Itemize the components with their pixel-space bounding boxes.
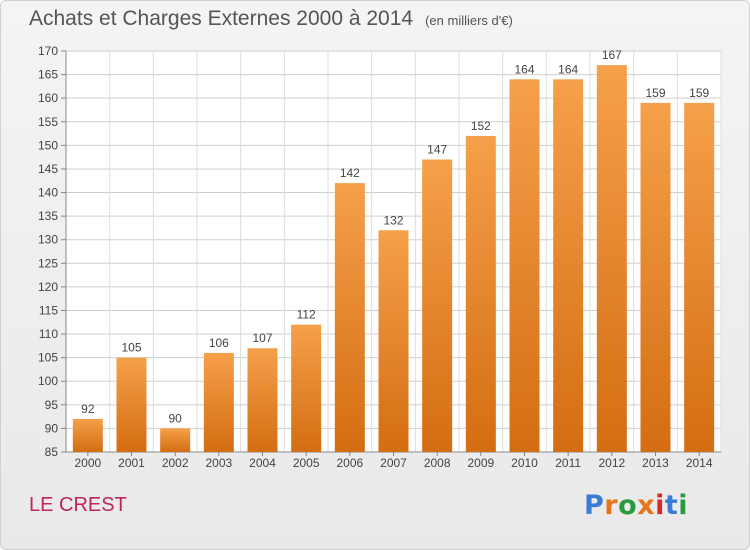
y-tick-label: 110 bbox=[39, 327, 58, 341]
x-tick-label: 2000 bbox=[74, 456, 101, 470]
unit-label: (en milliers d'€) bbox=[425, 13, 513, 28]
chart-title: Achats et Charges Externes 2000 à 2014 (e… bbox=[29, 7, 513, 31]
bar bbox=[247, 348, 278, 452]
y-tick-label: 85 bbox=[45, 445, 59, 459]
y-tick-label: 95 bbox=[45, 398, 59, 412]
bar bbox=[640, 102, 671, 453]
data-label: 92 bbox=[81, 402, 95, 416]
bars bbox=[72, 65, 715, 453]
x-tick-label: 2009 bbox=[467, 456, 494, 470]
x-tick-label: 2011 bbox=[555, 456, 581, 470]
y-tick-label: 120 bbox=[38, 280, 58, 294]
bar bbox=[72, 418, 103, 452]
bar bbox=[465, 135, 496, 452]
x-tick-label: 2012 bbox=[598, 456, 625, 470]
bar bbox=[334, 183, 365, 452]
y-tick-label: 125 bbox=[38, 256, 58, 270]
y-tick-label: 130 bbox=[38, 233, 58, 247]
y-tick-label: 135 bbox=[38, 209, 58, 223]
bar bbox=[291, 324, 322, 452]
logo-letter: t bbox=[664, 490, 679, 521]
data-label: 167 bbox=[602, 48, 622, 62]
y-tick-label: 140 bbox=[38, 186, 58, 200]
data-label: 112 bbox=[297, 308, 316, 322]
data-label: 164 bbox=[514, 62, 534, 76]
x-tick-label: 2003 bbox=[205, 456, 232, 470]
data-label: 107 bbox=[252, 331, 272, 345]
x-tick-label: 2002 bbox=[162, 456, 189, 470]
logo-letter: i bbox=[678, 490, 689, 521]
y-tick-label: 90 bbox=[45, 421, 59, 435]
x-tick-label: 2004 bbox=[249, 456, 276, 470]
y-tick-label: 115 bbox=[39, 303, 58, 317]
place-name: LE CREST bbox=[29, 494, 127, 516]
logo-letter: i bbox=[655, 490, 665, 521]
title-text: Achats et Charges Externes 2000 à 2014 bbox=[29, 7, 414, 30]
data-label: 147 bbox=[427, 143, 447, 157]
bar bbox=[422, 159, 453, 452]
x-tick-label: 2010 bbox=[511, 456, 538, 470]
x-tick-label: 2006 bbox=[336, 456, 363, 470]
data-label: 106 bbox=[209, 336, 229, 350]
y-tick-label: 160 bbox=[38, 91, 58, 105]
proxiti-logo: Proxiti bbox=[584, 490, 688, 521]
x-tick-label: 2013 bbox=[642, 456, 669, 470]
bar bbox=[378, 230, 409, 452]
data-label: 159 bbox=[645, 86, 665, 100]
y-tick-label: 145 bbox=[38, 162, 58, 176]
x-tick-label: 2007 bbox=[380, 456, 407, 470]
y-tick-label: 155 bbox=[38, 115, 58, 129]
data-label: 164 bbox=[558, 62, 578, 76]
y-tick-label: 170 bbox=[38, 44, 58, 58]
bar bbox=[684, 102, 715, 453]
data-label: 159 bbox=[689, 86, 709, 100]
bar bbox=[160, 428, 191, 452]
logo-letter: P bbox=[584, 490, 605, 521]
data-label: 142 bbox=[340, 166, 360, 180]
x-tick-label: 2014 bbox=[686, 456, 713, 470]
y-tick-label: 150 bbox=[38, 138, 58, 152]
bar bbox=[203, 352, 234, 452]
logo-letter: o bbox=[618, 490, 638, 521]
x-tick-label: 2005 bbox=[293, 456, 320, 470]
bar bbox=[553, 79, 584, 453]
data-label: 105 bbox=[121, 341, 141, 355]
bar bbox=[116, 357, 147, 452]
y-tick-label: 165 bbox=[38, 68, 58, 82]
x-tick-label: 2001 bbox=[118, 456, 145, 470]
x-tick-label: 2008 bbox=[424, 456, 451, 470]
data-label: 90 bbox=[168, 411, 182, 425]
y-tick-label: 100 bbox=[38, 374, 58, 388]
logo-letter: x bbox=[637, 490, 656, 521]
y-tick-label: 105 bbox=[38, 351, 58, 365]
bar bbox=[509, 79, 540, 453]
data-label: 152 bbox=[471, 119, 491, 133]
logo-letter: r bbox=[604, 490, 619, 521]
bar bbox=[596, 65, 627, 452]
labels: 85 90 95 100 105 110 115 120 125 130 135 140 145 150 1… bbox=[38, 44, 713, 470]
data-label: 132 bbox=[383, 213, 403, 227]
